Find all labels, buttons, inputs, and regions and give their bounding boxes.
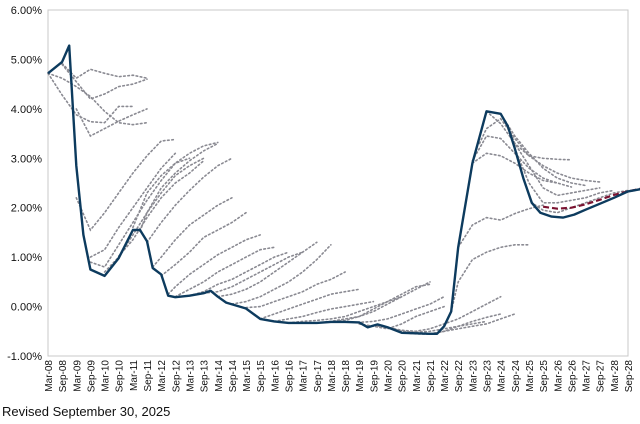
x-tick-label: Sep-27 (596, 360, 607, 393)
forecast-line (174, 246, 276, 298)
y-tick-label: 6.00% (11, 5, 42, 17)
y-tick-label: 4.00% (11, 104, 42, 116)
forecast-line (478, 117, 601, 183)
x-tick-label: Sep-13 (200, 360, 211, 393)
x-tick-label: Sep-25 (539, 360, 550, 393)
forecast-line (132, 141, 219, 229)
forecast-line (160, 211, 247, 277)
y-tick-label: 1.00% (11, 252, 42, 264)
x-tick-label: Mar-18 (327, 360, 338, 392)
forecast-line (146, 157, 233, 244)
x-tick-label: Mar-21 (412, 360, 423, 392)
forecast-line (514, 147, 615, 204)
x-tick-label: Sep-28 (624, 360, 635, 393)
x-tick-label: Mar-26 (553, 360, 564, 392)
forecast-line (75, 108, 148, 138)
forecast-line (485, 110, 573, 161)
y-tick-label: 5.00% (11, 54, 42, 66)
x-tick-label: Sep-15 (256, 360, 267, 393)
x-tick-label: Mar-09 (72, 360, 83, 392)
x-tick-label: Sep-08 (58, 360, 69, 393)
x-tick-label: Mar-27 (582, 360, 593, 392)
x-tick-label: Mar-14 (214, 360, 225, 392)
forecast-line (167, 234, 261, 295)
plot-area-border (47, 9, 629, 357)
x-tick-label: Sep-20 (398, 360, 409, 393)
forecast-line (259, 288, 360, 320)
x-tick-label: Sep-18 (341, 360, 352, 393)
x-tick-label: Mar-24 (497, 360, 508, 392)
forecast-line (89, 152, 177, 258)
x-tick-label: Mar-28 (610, 360, 621, 392)
x-tick-label: Sep-23 (483, 360, 494, 393)
x-tick-label: Mar-16 (270, 360, 281, 392)
forecast-line (429, 313, 502, 335)
forecast-line (245, 271, 346, 309)
forecast-line (75, 138, 177, 232)
x-tick-label: Mar-10 (101, 360, 112, 392)
forecast-line (61, 62, 148, 80)
forecast-line (47, 72, 148, 126)
x-tick-label: Mar-15 (242, 360, 253, 392)
x-tick-label: Mar-08 (44, 360, 55, 392)
forecast-line (507, 125, 601, 197)
forecast-line (217, 241, 318, 298)
x-tick-label: Sep-12 (171, 360, 182, 393)
forecast-line (316, 281, 431, 324)
x-tick-label: Sep-21 (426, 360, 437, 393)
x-tick-label: Sep-22 (454, 360, 465, 393)
x-tick-label: Sep-09 (86, 360, 97, 393)
forecast-line (450, 244, 530, 313)
x-tick-label: Sep-17 (313, 360, 324, 393)
forecast-line (151, 197, 233, 268)
revision-note: Revised September 30, 2025 (2, 404, 171, 419)
y-tick-label: 0.00% (11, 302, 42, 314)
forecast-line (61, 63, 148, 100)
x-tick-label: Mar-25 (525, 360, 536, 392)
forecast-line (188, 251, 290, 297)
x-tick-label: Sep-10 (115, 360, 126, 393)
x-tick-label: Sep-24 (511, 360, 522, 393)
forecast-line (457, 204, 544, 249)
forecast-line (231, 244, 332, 305)
x-tick-label: Mar-12 (157, 360, 168, 392)
y-tick-label: -1.00% (7, 351, 42, 363)
x-tick-label: Mar-19 (355, 360, 366, 392)
x-tick-label: Sep-26 (567, 360, 578, 393)
x-tick-label: Sep-19 (369, 360, 380, 393)
forecast-line (471, 135, 573, 188)
forecast-line (202, 251, 304, 294)
forecast-line (344, 295, 445, 324)
forecast-line (471, 152, 559, 184)
y-tick-label: 3.00% (11, 153, 42, 165)
x-tick-label: Mar-13 (185, 360, 196, 392)
forecast-line (139, 142, 219, 233)
forecast-line (330, 283, 431, 323)
y-tick-label: 2.00% (11, 203, 42, 215)
forecast-line (386, 320, 488, 334)
x-tick-label: Mar-22 (440, 360, 451, 392)
forecast-line (117, 160, 205, 257)
x-tick-label: Sep-14 (228, 360, 239, 393)
x-tick-label: Sep-11 (143, 360, 154, 392)
x-tick-label: Mar-20 (384, 360, 395, 392)
x-tick-label: Sep-16 (284, 360, 295, 393)
forecast-line (47, 72, 134, 124)
forecast-line (273, 300, 375, 323)
x-tick-label: Mar-11 (129, 360, 140, 391)
x-tick-label: Mar-23 (468, 360, 479, 392)
actual-line (47, 44, 640, 335)
x-tick-label: Mar-17 (299, 360, 310, 392)
forecast-line (499, 113, 587, 187)
